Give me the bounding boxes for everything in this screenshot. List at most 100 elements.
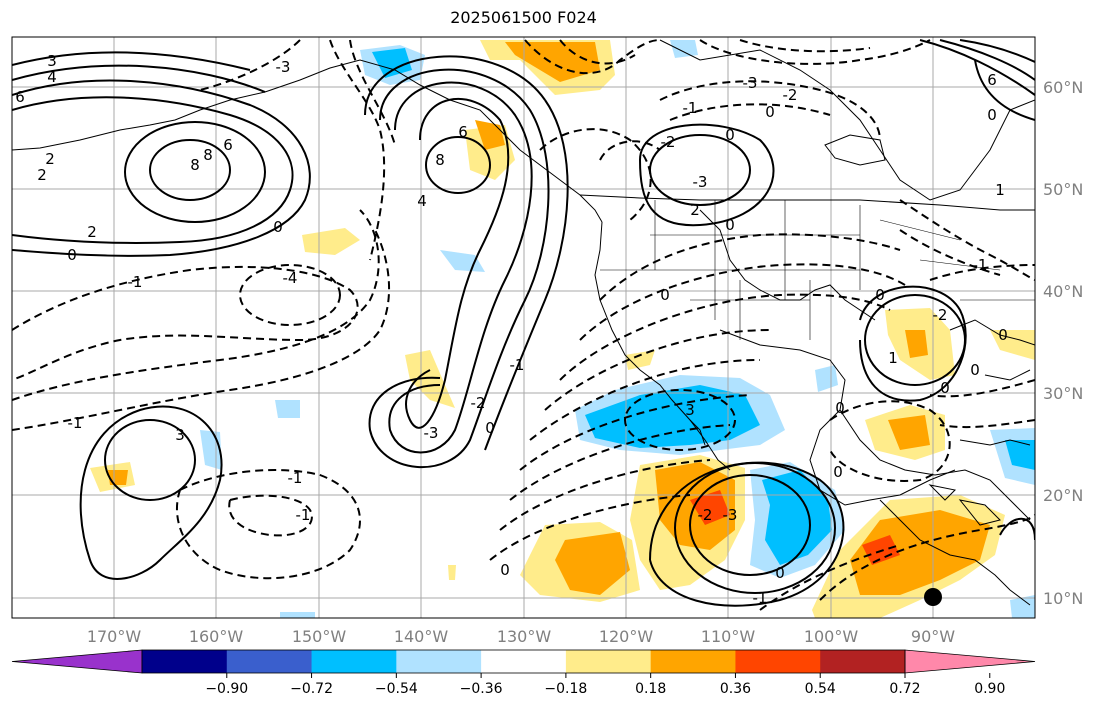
lon-label: 130°W [497,627,552,646]
contour-label: 6 [15,88,25,106]
colorbar-segment [142,650,228,673]
colorbar-segment [396,650,482,673]
lat-labels: 60°N 50°N 40°N 30°N 20°N 10°N [1043,78,1083,608]
contour-label: -3 [723,506,738,524]
contour-label: -1 [296,506,311,524]
map-frame [11,36,1036,619]
contour-label: 0 [775,564,785,582]
contour-label: -1 [753,589,768,607]
contour-label: 0 [725,216,735,234]
contour-label: 1 [888,349,898,367]
lon-label: 100°W [804,627,859,646]
lon-label: 90°W [911,627,955,646]
lon-label: 170°W [87,627,142,646]
colorbar-max-extend [904,649,1036,674]
contour-label: 4 [47,68,57,86]
contour-label: 0 [660,286,670,304]
lon-labels: 170°W 160°W 150°W 140°W 130°W 120°W 110°… [87,627,955,646]
lon-label: 150°W [292,627,347,646]
contour-label: -3 [276,58,291,76]
colorbar-tick-label: 0.36 [720,681,751,697]
contour-label: -4 [283,269,298,287]
contour-label: -2 [933,306,948,324]
contour-label: -3 [424,424,439,442]
contour-label: 0 [998,326,1008,344]
colorbar-segment [311,650,397,673]
colorbar-segment [820,650,906,673]
colorbar: −0.90 −0.72 −0.54 −0.36 −0.18 0.18 0.36 0.54 0.7… [11,649,1036,697]
lat-label: 50°N [1043,180,1083,199]
colorbar-min-extend [11,649,143,674]
contour-label: -1 [68,414,83,432]
lon-label: 120°W [599,627,654,646]
contour-label: -2 [698,506,713,524]
contour-label: 3 [685,401,695,419]
contour-label: 3 [175,426,185,444]
contour-label: -2 [783,86,798,104]
contour-label: -1 [128,273,143,291]
map-title: 2025061500 F024 [450,8,597,27]
contour-label: 2 [690,201,700,219]
contour-label: 0 [970,361,980,379]
colorbar-segment [650,650,736,673]
contour-label: -2 [471,394,486,412]
contour-label: 1 [995,181,1005,199]
contour-label: 4 [417,192,427,210]
contour-label: 2 [45,150,55,168]
shading-positive [90,40,1035,618]
colorbar-segment [565,650,652,673]
lon-label: 140°W [394,627,449,646]
lon-label: 110°W [701,627,756,646]
lat-label: 60°N [1043,78,1083,97]
lat-label: 30°N [1043,384,1083,403]
lat-label: 20°N [1043,486,1083,505]
colorbar-segment [226,650,313,673]
contour-label: 2 [87,223,97,241]
contour-label: 0 [833,463,843,481]
contour-label: -1 [510,356,525,374]
contour-label: 0 [273,218,283,236]
contour-label: 0 [485,419,495,437]
colorbar-segment [481,650,567,673]
contour-label: 2 [37,166,47,184]
contour-label: 8 [203,146,213,164]
contour-label: 0 [940,379,950,397]
colorbar-tick-label: 0.90 [974,681,1005,697]
colorbar-tick-label: −0.72 [290,681,333,697]
lat-label: 10°N [1043,589,1083,608]
coastlines [12,39,1035,606]
contour-label: 8 [435,151,445,169]
contour-label: 6 [223,136,233,154]
contour-label: 0 [765,103,775,121]
colorbar-segment [735,650,821,673]
contour-label: 8 [190,156,200,174]
contour-label: -1 [973,256,988,274]
colorbar-tick-label: −0.36 [460,681,503,697]
location-marker-icon [924,588,942,606]
contour-label: -3 [693,173,708,191]
colorbar-tick-label: 0.72 [889,681,920,697]
colorbar-tick-label: 0.18 [635,681,666,697]
contour-label: 0 [725,126,735,144]
contour-label: -1 [288,469,303,487]
contours-negative [12,39,1035,611]
contour-label: -3 [743,74,758,92]
colorbar-tick-label: −0.18 [544,681,587,697]
colorbar-tick-label: 0.54 [805,681,836,697]
lon-label: 160°W [189,627,244,646]
contour-label: 0 [987,106,997,124]
contour-label: -1 [683,99,698,117]
colorbar-tick-label: −0.54 [375,681,418,697]
contour-label: 0 [67,246,77,264]
contour-label: -2 [661,133,676,151]
contour-label: 3 [47,52,57,70]
contour-label: 0 [875,286,885,304]
colorbar-tick-label: −0.90 [205,681,248,697]
contour-label: 6 [458,123,468,141]
lat-label: 40°N [1043,282,1083,301]
contour-label: 0 [835,399,845,417]
contour-label: 6 [987,71,997,89]
contour-label: 0 [500,561,510,579]
